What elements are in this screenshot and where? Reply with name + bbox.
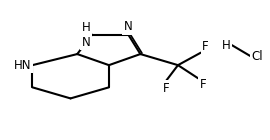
Text: Cl: Cl	[252, 50, 264, 63]
Text: H: H	[222, 38, 230, 52]
Text: F: F	[163, 82, 169, 95]
Text: N: N	[124, 20, 133, 33]
Text: F: F	[200, 78, 206, 91]
Text: F: F	[202, 40, 209, 53]
Text: HN: HN	[14, 59, 31, 72]
Text: H
N: H N	[82, 21, 91, 49]
